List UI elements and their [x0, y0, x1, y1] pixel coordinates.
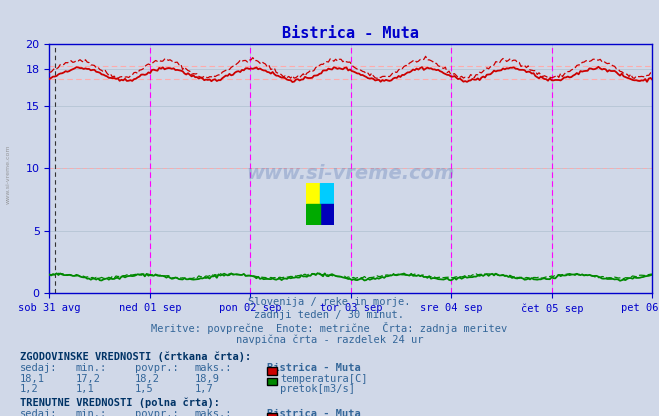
Text: maks.:: maks.: — [194, 363, 232, 373]
Text: ZGODOVINSKE VREDNOSTI (črtkana črta):: ZGODOVINSKE VREDNOSTI (črtkana črta): — [20, 352, 251, 362]
Text: min.:: min.: — [76, 363, 107, 373]
Text: povpr.:: povpr.: — [135, 363, 179, 373]
Text: sedaj:: sedaj: — [20, 409, 57, 416]
Text: 1,1: 1,1 — [76, 384, 94, 394]
Text: 17,2: 17,2 — [76, 374, 101, 384]
Title: Bistrica - Muta: Bistrica - Muta — [283, 26, 419, 41]
Text: temperatura[C]: temperatura[C] — [280, 374, 368, 384]
Text: Slovenija / reke in morje.: Slovenija / reke in morje. — [248, 297, 411, 307]
Text: Bistrica - Muta: Bistrica - Muta — [267, 363, 360, 373]
Text: 18,9: 18,9 — [194, 374, 219, 384]
Bar — [320, 183, 334, 204]
Text: TRENUTNE VREDNOSTI (polna črta):: TRENUTNE VREDNOSTI (polna črta): — [20, 397, 219, 408]
Text: 1,5: 1,5 — [135, 384, 154, 394]
Text: www.si-vreme.com: www.si-vreme.com — [246, 164, 455, 183]
Text: 1,7: 1,7 — [194, 384, 213, 394]
Text: min.:: min.: — [76, 409, 107, 416]
Text: 18,2: 18,2 — [135, 374, 160, 384]
Text: maks.:: maks.: — [194, 409, 232, 416]
Bar — [320, 204, 334, 225]
Text: sedaj:: sedaj: — [20, 363, 57, 373]
Text: 1,2: 1,2 — [20, 384, 38, 394]
Text: 18,1: 18,1 — [20, 374, 45, 384]
Text: www.si-vreme.com: www.si-vreme.com — [5, 145, 11, 205]
Text: zadnji teden / 30 minut.: zadnji teden / 30 minut. — [254, 310, 405, 320]
Text: pretok[m3/s]: pretok[m3/s] — [280, 384, 355, 394]
Text: povpr.:: povpr.: — [135, 409, 179, 416]
Text: Bistrica - Muta: Bistrica - Muta — [267, 409, 360, 416]
Text: Meritve: povprečne  Enote: metrične  Črta: zadnja meritev: Meritve: povprečne Enote: metrične Črta:… — [152, 322, 507, 334]
Text: navpična črta - razdelek 24 ur: navpična črta - razdelek 24 ur — [236, 335, 423, 345]
Bar — [306, 204, 320, 225]
Bar — [306, 183, 320, 204]
